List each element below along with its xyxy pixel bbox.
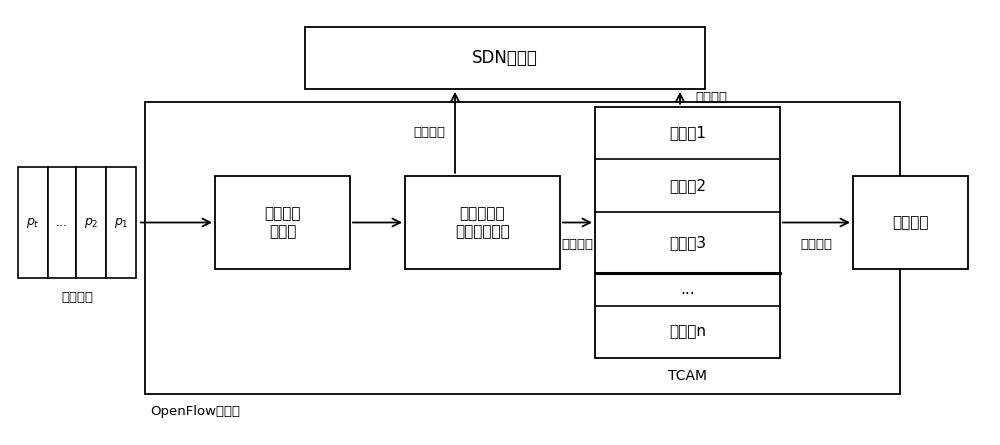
Text: 分段可扩展
布鲁姆过滤器: 分段可扩展 布鲁姆过滤器 xyxy=(455,206,510,239)
Text: 流表项3: 流表项3 xyxy=(669,235,706,250)
Text: 执行动作: 执行动作 xyxy=(892,215,929,230)
Text: ...: ... xyxy=(56,216,68,229)
Text: 数据分组: 数据分组 xyxy=(61,291,93,304)
Bar xyxy=(215,176,350,269)
Text: ...: ... xyxy=(680,282,695,297)
Bar xyxy=(145,102,900,394)
Bar xyxy=(305,27,705,89)
Text: 分组预处
理程序: 分组预处 理程序 xyxy=(264,206,301,239)
Bar xyxy=(853,176,968,269)
Text: OpenFlow交换机: OpenFlow交换机 xyxy=(150,405,240,418)
Bar xyxy=(48,167,76,278)
Text: TCAM: TCAM xyxy=(668,369,707,383)
Text: 预测成功: 预测成功 xyxy=(562,238,594,251)
Bar xyxy=(106,167,136,278)
Text: 流表项1: 流表项1 xyxy=(669,125,706,141)
Text: $p_t$: $p_t$ xyxy=(26,215,40,230)
Bar xyxy=(595,107,780,358)
Bar xyxy=(76,167,106,278)
Text: $p_1$: $p_1$ xyxy=(114,215,128,230)
Text: 查找成功: 查找成功 xyxy=(800,238,832,251)
Text: 查找失败: 查找失败 xyxy=(695,91,727,105)
Text: SDN控制器: SDN控制器 xyxy=(472,49,538,67)
Text: 流表项2: 流表项2 xyxy=(669,178,706,193)
Bar xyxy=(18,167,48,278)
Bar xyxy=(405,176,560,269)
Text: 流表项n: 流表项n xyxy=(669,324,706,340)
Text: $p_2$: $p_2$ xyxy=(84,215,98,230)
Text: 预测失败: 预测失败 xyxy=(413,126,445,139)
